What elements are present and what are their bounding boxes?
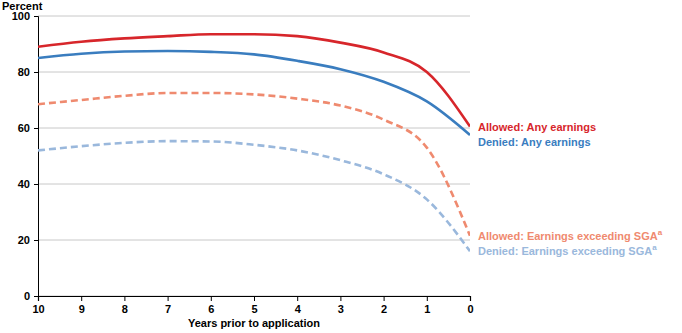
grid-line: [38, 16, 470, 17]
x-tick-label: 7: [165, 303, 171, 315]
x-tick: 9: [79, 296, 85, 315]
y-tick-mark: [34, 240, 38, 241]
x-tick-mark: [211, 296, 212, 301]
legend-label: Allowed: Any earnings: [478, 121, 596, 133]
footnote-marker: a: [658, 228, 663, 237]
y-tick-label: 0: [24, 290, 30, 302]
legend-text: Denied: Any earnings: [478, 136, 591, 148]
series-line: [38, 34, 470, 126]
x-tick-label: 9: [79, 303, 85, 315]
y-tick: 80: [18, 66, 38, 78]
x-tick-mark: [168, 296, 169, 301]
x-tick: 10: [32, 296, 44, 315]
x-tick-mark: [38, 296, 39, 301]
x-tick-label: 5: [251, 303, 257, 315]
x-tick-label: 1: [424, 303, 430, 315]
y-axis-line: [34, 17, 39, 297]
x-tick: 1: [424, 296, 430, 315]
y-tick-label: 40: [18, 178, 30, 190]
y-tick-mark: [34, 16, 38, 17]
y-tick: 0: [24, 290, 38, 302]
y-tick-label: 60: [18, 122, 30, 134]
y-tick: 20: [18, 234, 38, 246]
x-tick-label: 6: [208, 303, 214, 315]
legend-text: Allowed: Any earnings: [478, 121, 596, 133]
x-tick: 4: [295, 296, 302, 315]
y-tick-label: 20: [18, 234, 30, 246]
x-tick-label: 2: [381, 303, 387, 315]
x-tick-label: 4: [295, 303, 302, 315]
x-axis-title: Years prior to application: [188, 317, 320, 329]
y-tick: 60: [18, 122, 38, 134]
y-tick-mark: [34, 296, 38, 297]
x-tick-label: 8: [122, 303, 128, 315]
legend-text: Denied: Earnings exceeding SGA: [478, 245, 652, 257]
x-tick-label: 0: [467, 303, 473, 315]
x-tick: 3: [338, 296, 344, 315]
legend-text: Allowed: Earnings exceeding SGA: [478, 230, 658, 242]
grid-line: [38, 72, 470, 73]
footnote-marker: a: [652, 243, 657, 252]
grid: [38, 16, 470, 296]
y-axis-title: Percent: [2, 0, 43, 12]
series-line: [38, 93, 470, 236]
x-tick-label: 10: [32, 303, 44, 315]
chart: 020406080100109876543210PercentYears pri…: [0, 0, 682, 333]
grid-line: [38, 128, 470, 129]
y-tick: 40: [18, 178, 38, 190]
y-tick-mark: [34, 128, 38, 129]
x-tick: 5: [251, 296, 257, 315]
x-tick: 6: [208, 296, 214, 315]
x-tick: 8: [122, 296, 128, 315]
x-tick-mark: [340, 296, 341, 301]
x-tick-label: 3: [338, 303, 344, 315]
plot-area: [38, 34, 470, 251]
x-tick-mark: [470, 296, 471, 301]
x-tick: 7: [165, 296, 171, 315]
y-tick-mark: [34, 184, 38, 185]
series-line: [38, 141, 470, 251]
x-tick-mark: [384, 296, 385, 301]
x-tick-mark: [297, 296, 298, 301]
x-tick-mark: [427, 296, 428, 301]
x-axis: 109876543210: [32, 296, 473, 315]
series-line: [38, 51, 470, 135]
x-tick-mark: [81, 296, 82, 301]
legend-label: Denied: Any earnings: [478, 136, 591, 148]
x-tick-mark: [124, 296, 125, 301]
legend-label: Allowed: Earnings exceeding SGAa: [478, 228, 663, 242]
x-axis-line: [39, 297, 471, 302]
legend-label: Denied: Earnings exceeding SGAa: [478, 243, 657, 257]
y-tick-label: 80: [18, 66, 30, 78]
x-tick: 2: [381, 296, 387, 315]
y-axis: 020406080100: [12, 10, 39, 302]
y-tick-mark: [34, 72, 38, 73]
grid-line: [38, 184, 470, 185]
x-tick-mark: [254, 296, 255, 301]
grid-line: [38, 240, 470, 241]
x-tick: 0: [467, 296, 473, 315]
